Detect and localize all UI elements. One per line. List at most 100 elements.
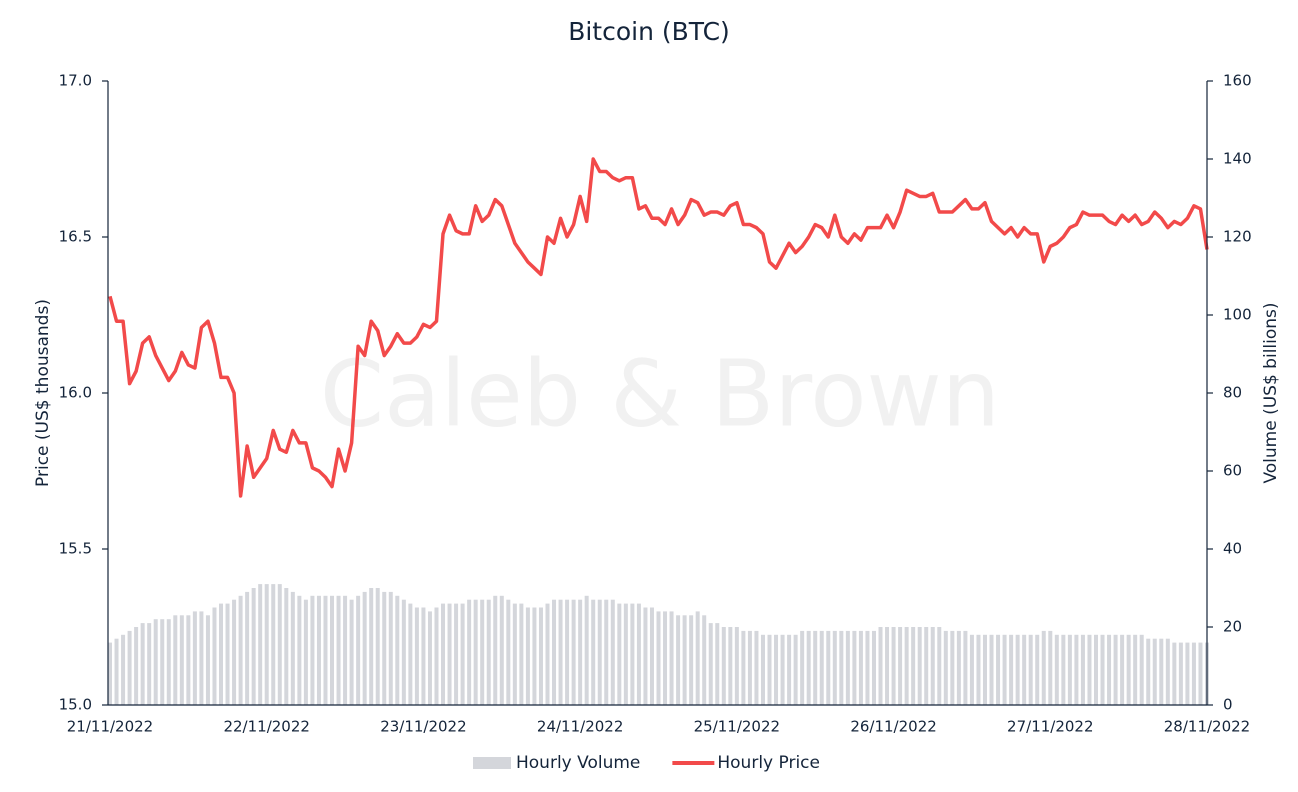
legend-label: Hourly Price	[717, 753, 820, 773]
volume-bar	[1165, 638, 1170, 705]
volume-bar	[545, 603, 550, 705]
volume-bar	[480, 599, 485, 705]
volume-bar	[565, 599, 570, 705]
volume-bar	[153, 619, 158, 705]
volume-bar	[1152, 638, 1157, 705]
volume-bar	[525, 607, 530, 705]
volume-bar	[623, 603, 628, 705]
volume-bar	[121, 634, 126, 705]
y-tick-label: 17.0	[59, 72, 92, 90]
x-tick-label: 28/11/2022	[1164, 718, 1250, 736]
y2-tick-label: 120	[1223, 228, 1252, 246]
price-line	[108, 157, 1209, 498]
volume-bar	[604, 599, 609, 705]
volume-bar	[747, 630, 752, 705]
volume-bar	[976, 634, 981, 705]
volume-bar	[473, 599, 478, 705]
volume-bar	[1002, 634, 1007, 705]
y2-tick-label: 140	[1223, 150, 1252, 168]
volume-bar	[636, 603, 641, 705]
volume-bar	[264, 584, 269, 705]
x-tick-label: 26/11/2022	[850, 718, 936, 736]
volume-bar	[989, 634, 994, 705]
volume-bar	[911, 627, 916, 705]
y2-tick-label: 0	[1223, 696, 1233, 714]
volume-bar	[297, 595, 302, 705]
volume-bar	[1022, 634, 1027, 705]
volume-bar	[460, 603, 465, 705]
volume-bar	[173, 615, 178, 705]
y2-tick-label: 20	[1223, 618, 1242, 636]
volume-bar	[1159, 638, 1164, 705]
y2-tick-label: 100	[1223, 306, 1252, 324]
volume-bar	[1028, 634, 1033, 705]
volume-bar	[330, 595, 335, 705]
volume-bar	[578, 599, 583, 705]
volume-bar	[610, 599, 615, 705]
volume-bar	[663, 611, 668, 705]
volume-bar	[284, 588, 289, 705]
y2-tick-label: 40	[1223, 540, 1242, 558]
chart-title: Bitcoin (BTC)	[568, 17, 730, 46]
volume-bar	[1113, 634, 1118, 705]
volume-bar	[532, 607, 537, 705]
volume-bar	[375, 588, 380, 705]
x-tick-label: 21/11/2022	[67, 718, 153, 736]
volume-bar	[454, 603, 459, 705]
y2-tick-label: 160	[1223, 72, 1252, 90]
volume-bar	[728, 627, 733, 705]
volume-bar	[793, 634, 798, 705]
y-tick-label: 15.0	[59, 696, 92, 714]
volume-bar	[741, 630, 746, 705]
volume-bar	[1100, 634, 1105, 705]
volume-bar	[917, 627, 922, 705]
volume-bar	[310, 595, 315, 705]
volume-bar	[238, 595, 243, 705]
volume-bar	[806, 630, 811, 705]
volume-bar	[963, 630, 968, 705]
volume-bar	[1035, 634, 1040, 705]
volume-bar	[871, 630, 876, 705]
volume-bar	[356, 595, 361, 705]
volume-bar	[447, 603, 452, 705]
volume-bar	[852, 630, 857, 705]
volume-bar	[584, 595, 589, 705]
volume-bar	[395, 595, 400, 705]
volume-bar	[845, 630, 850, 705]
volume-bar	[1067, 634, 1072, 705]
volume-bar	[656, 611, 661, 705]
volume-bar	[630, 603, 635, 705]
volume-bar	[382, 591, 387, 705]
volume-bar	[467, 599, 472, 705]
volume-bar	[649, 607, 654, 705]
volume-bar	[1198, 642, 1203, 705]
volume-bar	[950, 630, 955, 705]
volume-bar	[114, 638, 119, 705]
volume-bar	[408, 603, 413, 705]
volume-bar	[689, 615, 694, 705]
x-tick-label: 23/11/2022	[380, 718, 466, 736]
volume-bar	[134, 627, 139, 705]
volume-bar	[943, 630, 948, 705]
volume-bar	[369, 588, 374, 705]
volume-bar	[538, 607, 543, 705]
volume-bar	[179, 615, 184, 705]
volume-bar	[558, 599, 563, 705]
volume-bar	[316, 595, 321, 705]
x-tick-label: 27/11/2022	[1007, 718, 1093, 736]
volume-bar	[441, 603, 446, 705]
volume-bar	[715, 623, 720, 705]
volume-bar	[969, 634, 974, 705]
volume-bar	[591, 599, 596, 705]
volume-bar	[930, 627, 935, 705]
x-tick-label: 22/11/2022	[223, 718, 309, 736]
volume-bar	[225, 603, 230, 705]
volume-bar	[839, 630, 844, 705]
watermark: Caleb & Brown	[320, 340, 1000, 447]
volume-bar	[1074, 634, 1079, 705]
volume-bar	[1133, 634, 1138, 705]
y2-tick-label: 80	[1223, 384, 1242, 402]
volume-bar	[199, 611, 204, 705]
volume-bar	[708, 623, 713, 705]
volume-bar	[1172, 642, 1177, 705]
